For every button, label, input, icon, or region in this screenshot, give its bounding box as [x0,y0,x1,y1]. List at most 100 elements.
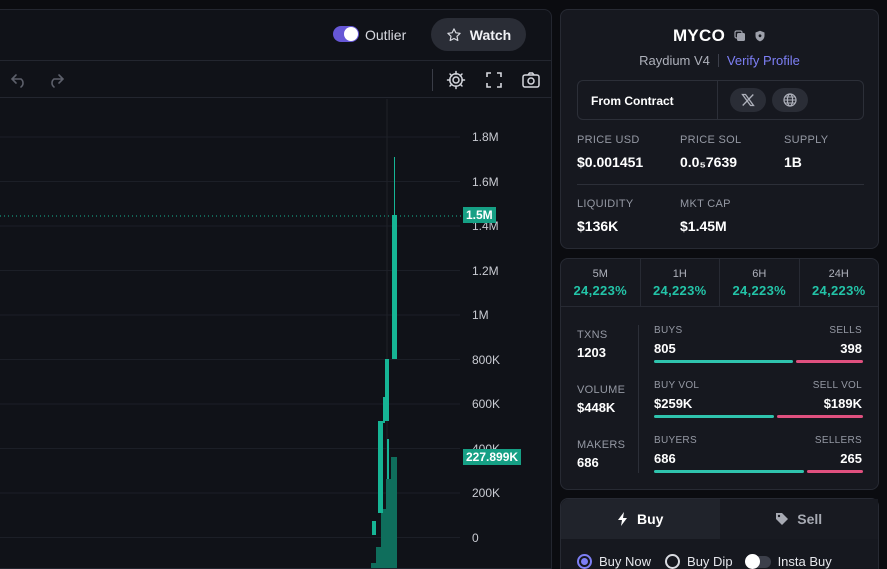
sellers-value: 265 [840,451,862,466]
tab-5m[interactable]: 5M 24,223% [561,259,641,306]
price-sol-value: 0.0₅7639 [680,154,738,170]
price-sol-label: PRICE SOL [680,134,742,146]
y-axis-tick-label: 1M [472,308,489,322]
volume-value: $448K [577,400,616,415]
timeframe-label: 24H [828,268,849,280]
buy-tab-label: Buy [637,511,664,527]
tab-1h[interactable]: 1H 24,223% [641,259,720,306]
volume-bar [391,457,397,568]
sellers-bar [806,470,863,473]
tag-icon [776,513,789,525]
y-axis-tick-label: 1.2M [472,263,499,278]
volume-bar [376,547,381,568]
website-button[interactable] [772,88,808,112]
y-axis-tick-label: 0 [472,530,479,545]
chart-canvas [0,99,462,568]
mkt-cap-value: $1.45M [680,218,727,234]
insta-buy-label[interactable]: Insta Buy [777,554,832,569]
redo-icon[interactable] [46,70,66,90]
globe-icon [783,93,797,107]
supply-label: SUPPLY [784,134,829,146]
txns-label: TXNS [577,329,608,341]
y-axis-tick-label: 800K [472,352,501,367]
trade-tabs: Buy Sell [561,499,878,539]
makers-value: 686 [577,455,599,470]
timeframe-change: 24,223% [573,283,627,298]
watch-button[interactable]: Watch [431,18,526,51]
mkt-cap-label: MKT CAP [680,198,731,210]
timeframe-label: 1H [672,268,687,280]
tab-24h[interactable]: 24H 24,223% [800,259,879,306]
current-price-tag: 1.5M [463,207,496,223]
candle [385,359,389,421]
candle [372,521,376,535]
timeframe-label: 5M [592,268,608,280]
y-axis-tick-label: 200K [472,486,501,500]
candle-wick [394,157,395,215]
y-axis-tick-label: 600K [472,397,501,411]
candle [392,215,397,359]
buyers-bar [654,470,804,473]
sells-value: 398 [840,341,862,356]
tab-buy[interactable]: Buy [561,499,720,539]
fullscreen-icon[interactable] [484,70,504,90]
stats-column-divider [638,325,639,473]
dex-name: Raydium V4 [639,53,710,68]
txns-value: 1203 [577,345,606,360]
tab-6h[interactable]: 6H 24,223% [720,259,800,306]
timeframe-change: 24,223% [732,283,786,298]
candle-wick [383,397,385,423]
volume-tag: 227.899K [463,449,522,465]
buys-bar [654,360,793,363]
price-usd-value: $0.001451 [577,154,644,170]
liquidity-label: LIQUIDITY [577,198,634,210]
sell-vol-label: SELL VOL [812,380,862,391]
camera-icon[interactable] [521,70,541,90]
x-logo-icon [741,93,755,107]
candle-wick [387,439,389,479]
token-name: MYCO [672,26,726,45]
timeframe-label: 6H [752,268,767,280]
price-chart[interactable]: 1.8M1.6M1.4M1.2M1M800K600K400K200K0 1.5M… [0,99,551,568]
volume-bar [381,509,386,568]
buy-vol-bar [654,415,774,418]
sell-vol-bar [776,415,863,418]
copy-icon[interactable] [733,30,746,42]
buys-label: BUYS [654,325,683,336]
sells-label: SELLS [829,325,862,336]
verify-profile-link[interactable]: Verify Profile [726,53,800,68]
sell-vol-value: $189K [823,396,862,411]
volume-bar [371,563,376,568]
y-axis-tick-label: 1.8M [472,130,499,144]
token-subtitle: Raydium V4 Verify Profile [561,53,878,68]
gear-icon[interactable] [446,70,466,90]
token-info-card: MYCO Raydium V4 Verify Profile From Contr… [560,9,879,249]
supply-value: 1B [784,154,802,170]
volume-bar [386,479,391,568]
buy-dip-label[interactable]: Buy Dip [687,554,733,569]
timeframe-change: 24,223% [653,283,707,298]
buy-dip-radio[interactable] [665,554,681,569]
undo-icon[interactable] [9,70,29,90]
sellers-label: SELLERS [814,435,862,446]
buy-now-radio[interactable] [577,554,592,569]
shield-icon[interactable] [754,30,766,42]
buys-value: 805 [654,341,676,356]
token-header: MYCO [561,26,878,46]
toggle-knob [344,27,358,41]
insta-buy-toggle[interactable] [744,553,771,569]
star-icon [447,27,461,41]
outlier-label: Outlier [365,27,407,43]
from-contract-label[interactable]: From Contract [591,94,674,108]
chart-toolbar [0,60,551,98]
tab-sell[interactable]: Sell [719,499,878,539]
watch-label: Watch [469,26,512,43]
buy-vol-value: $259K [654,396,693,411]
contract-box: From Contract [577,80,864,120]
buy-now-label[interactable]: Buy Now [599,554,652,569]
buy-vol-label: BUY VOL [654,380,700,391]
makers-label: MAKERS [577,439,626,451]
x-social-button[interactable] [730,88,766,112]
chart-panel: Outlier Watch 1.8M 1.6M 1.4M 1.2M 1M 800K 600K… [0,9,552,569]
outlier-toggle[interactable] [333,26,359,42]
